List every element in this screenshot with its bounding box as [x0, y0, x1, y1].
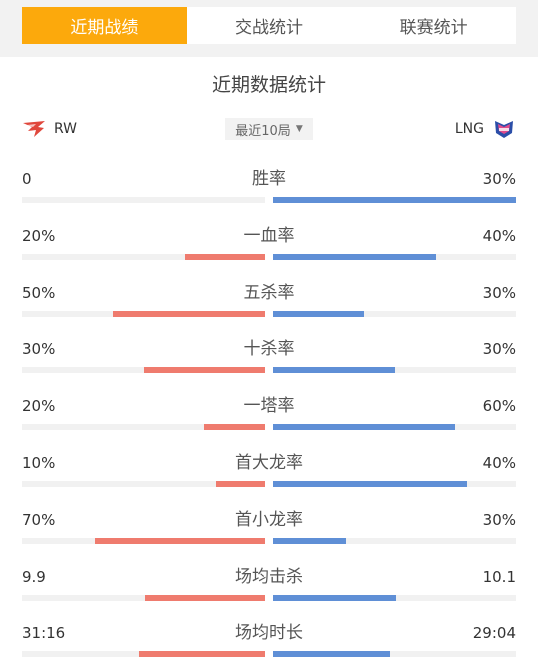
team-left-name: RW	[54, 121, 78, 137]
stat-left-bar	[204, 424, 265, 431]
tab-bar: 近期战绩 交战统计 联赛统计	[22, 7, 516, 44]
stat-label: 场均击杀	[235, 566, 303, 587]
match-count-dropdown[interactable]: 最近10局 ▼	[225, 118, 313, 140]
stat-label: 一血率	[243, 225, 295, 246]
stat-row: 20% 一血率 40%	[22, 226, 516, 262]
tab-head-to-head[interactable]: 交战统计	[235, 18, 303, 38]
stat-right-bar-track	[273, 197, 516, 203]
stat-left-bar-track	[22, 481, 265, 487]
stat-row: 20% 一塔率 60%	[22, 396, 516, 432]
stat-right-bar-track	[273, 537, 516, 544]
stat-left-value: 31:16	[22, 624, 66, 643]
stat-right-value: 30%	[482, 170, 516, 188]
stat-label: 一塔率	[243, 396, 295, 417]
stat-left-bar	[216, 481, 265, 487]
stat-left-value: 20%	[22, 226, 56, 245]
section-title: 近期数据统计	[211, 74, 326, 96]
stat-label: 十杀率	[243, 339, 295, 360]
stat-left-bar	[113, 310, 265, 317]
stat-left-bar	[94, 537, 265, 544]
stat-right-bar-track	[273, 651, 516, 658]
stat-right-bar	[273, 424, 456, 431]
stat-right-value: 30%	[482, 510, 516, 529]
stat-row: 31:16 场均时长 29:04	[22, 623, 516, 659]
stat-left-bar-track	[22, 594, 265, 601]
stat-row: 50% 五杀率 30%	[22, 283, 516, 319]
stat-left-bar-track	[22, 651, 265, 658]
stat-right-bar-track	[273, 310, 516, 317]
stat-left-value: 10%	[22, 454, 56, 472]
match-count-label: 最近10局	[235, 123, 291, 139]
stat-left-bar	[184, 253, 265, 260]
stat-label: 胜率	[252, 169, 286, 189]
stat-left-bar	[139, 651, 265, 658]
stat-left-value: 30%	[22, 340, 56, 359]
stat-left-bar-track	[22, 537, 265, 544]
chevron-down-icon: ▼	[295, 124, 303, 134]
stat-right-bar	[273, 651, 391, 658]
stat-right-bar	[273, 481, 468, 487]
stat-row: 30% 十杀率 30%	[22, 339, 516, 375]
stat-row: 70% 首小龙率 30%	[22, 510, 516, 546]
stat-right-bar-track	[273, 424, 516, 431]
stat-left-bar-track	[22, 253, 265, 260]
stat-left-value: 70%	[22, 510, 56, 529]
stat-right-bar-track	[273, 481, 516, 487]
stat-left-value: 20%	[22, 397, 56, 416]
tab-bar-background: 近期战绩 交战统计 联赛统计	[0, 0, 538, 57]
rw-logo-icon	[23, 121, 45, 137]
stat-label: 五杀率	[243, 282, 295, 303]
stat-right-bar-track	[273, 253, 516, 260]
stat-left-bar-track	[22, 424, 265, 431]
stat-left-bar	[144, 594, 265, 601]
stat-row: 0 胜率 30%	[22, 169, 516, 205]
team-right-name: LNG	[454, 121, 484, 137]
stat-right-bar	[273, 253, 436, 260]
team-right: LNG	[455, 118, 516, 140]
stat-left-bar	[143, 367, 265, 374]
stat-right-bar	[273, 537, 346, 544]
lng-logo-icon	[495, 121, 513, 138]
stat-left-bar-track	[22, 367, 265, 374]
stat-right-value: 60%	[482, 397, 516, 416]
stat-right-value: 10.1	[482, 567, 516, 586]
stat-label: 首小龙率	[235, 509, 303, 530]
stat-row: 9.9 场均击杀 10.1	[22, 567, 516, 603]
stat-left-value: 50%	[22, 283, 56, 302]
stat-right-bar-track	[273, 594, 516, 601]
stat-left-value: 9.9	[22, 567, 46, 586]
stat-right-value: 40%	[482, 454, 516, 472]
stat-right-value: 30%	[482, 283, 516, 302]
team-left: RW	[22, 118, 77, 140]
stat-right-bar	[273, 367, 395, 374]
tab-recent-record[interactable]: 近期战绩	[22, 7, 187, 44]
stat-left-value: 0	[22, 170, 32, 188]
stat-right-bar	[273, 310, 365, 317]
stat-row: 10% 首大龙率 40%	[22, 453, 516, 489]
stat-left-bar-track	[22, 310, 265, 317]
stat-right-bar	[273, 594, 396, 601]
stat-right-bar	[273, 197, 516, 203]
stat-left-bar-track	[22, 197, 265, 203]
stat-right-bar-track	[273, 367, 516, 374]
stat-right-value: 29:04	[472, 624, 516, 643]
tab-league-stats[interactable]: 联赛统计	[399, 18, 468, 38]
stat-right-value: 40%	[482, 226, 516, 245]
stat-label: 场均时长	[235, 623, 303, 644]
stat-label: 首大龙率	[235, 453, 303, 473]
stat-right-value: 30%	[482, 340, 516, 359]
